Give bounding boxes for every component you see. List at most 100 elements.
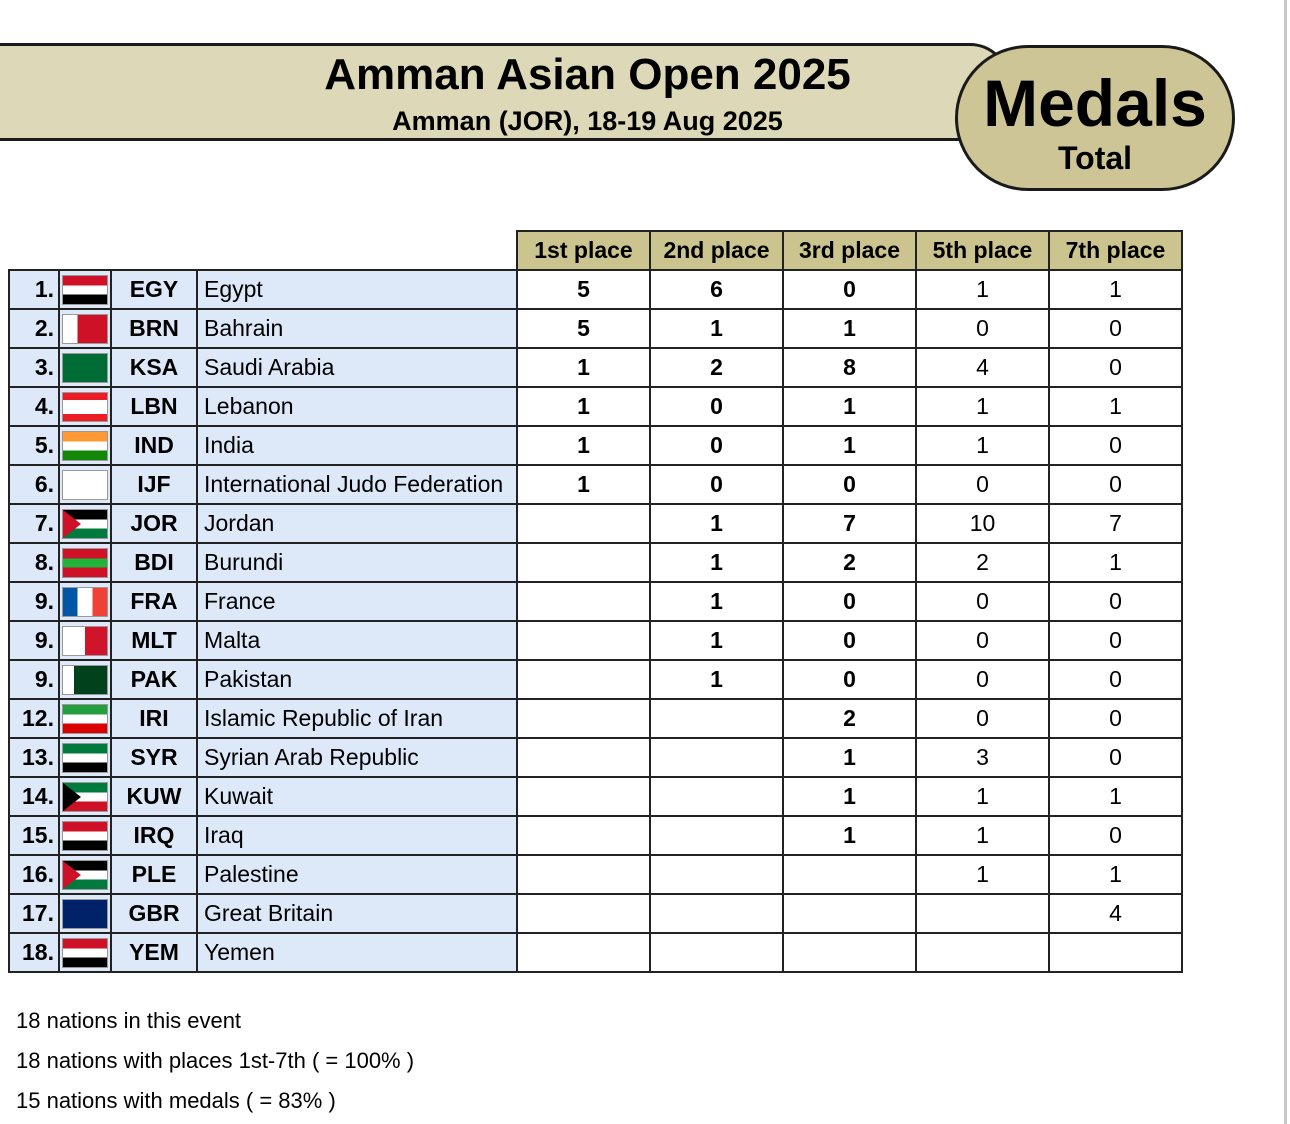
value-cell: 5: [516, 308, 651, 349]
value-cell: 1: [1048, 386, 1183, 427]
summary-line: 18 nations with places 1st-7th ( = 100% …: [16, 1048, 415, 1073]
table-row: 14. KUW Kuwait 1 1 1: [8, 776, 1183, 817]
value-cell: [782, 932, 917, 973]
value-cell: 1: [782, 425, 917, 466]
value-cell: 2: [649, 347, 784, 388]
flag-cell: [58, 464, 112, 505]
value-cell: 1: [915, 269, 1050, 310]
value-cell: [516, 737, 651, 778]
value-cell: 4: [915, 347, 1050, 388]
flag-cell: [58, 581, 112, 622]
value-cell: 1: [1048, 776, 1183, 817]
table-row: 2. BRN Bahrain 5 1 1 0 0: [8, 308, 1183, 349]
table-row: 4. LBN Lebanon 1 0 1 1 1: [8, 386, 1183, 427]
value-cell: 0: [915, 659, 1050, 700]
value-cell: [915, 893, 1050, 934]
nation-code: KSA: [110, 347, 198, 388]
value-cell: [516, 542, 651, 583]
value-cell: 1: [1048, 542, 1183, 583]
rank-cell: 4.: [8, 386, 60, 427]
flag-cell: [58, 386, 112, 427]
flag-icon: [62, 547, 108, 578]
value-cell: 1: [649, 308, 784, 349]
value-cell: 0: [1048, 698, 1183, 739]
nation-name: Egypt: [196, 269, 518, 310]
table-row: 9. MLT Malta 1 0 0 0: [8, 620, 1183, 661]
value-cell: 0: [649, 386, 784, 427]
value-cell: 0: [1048, 425, 1183, 466]
flag-cell: [58, 425, 112, 466]
value-cell: [649, 776, 784, 817]
rank-cell: 17.: [8, 893, 60, 934]
flag-icon: [62, 781, 108, 812]
nation-name: Syrian Arab Republic: [196, 737, 518, 778]
value-cell: 1: [915, 854, 1050, 895]
nation-name: Malta: [196, 620, 518, 661]
value-cell: [516, 620, 651, 661]
medals-badge: Medals Total: [955, 45, 1235, 191]
table-row: 17. GBR Great Britain 4: [8, 893, 1183, 934]
value-cell: 1: [649, 542, 784, 583]
rank-cell: 18.: [8, 932, 60, 973]
value-cell: 0: [782, 620, 917, 661]
flag-icon: [62, 859, 108, 890]
nation-name: Jordan: [196, 503, 518, 544]
table-row: 16. PLE Palestine 1 1: [8, 854, 1183, 895]
flag-cell: [58, 620, 112, 661]
flag-icon: [62, 430, 108, 461]
nation-code: IND: [110, 425, 198, 466]
value-cell: [516, 659, 651, 700]
value-cell: 1: [915, 815, 1050, 856]
nation-code: FRA: [110, 581, 198, 622]
value-cell: [1048, 932, 1183, 973]
value-cell: [516, 815, 651, 856]
nation-name: Burundi: [196, 542, 518, 583]
value-cell: 0: [649, 425, 784, 466]
rank-cell: 7.: [8, 503, 60, 544]
table-row: 9. FRA France 1 0 0 0: [8, 581, 1183, 622]
value-cell: 2: [915, 542, 1050, 583]
value-cell: 1: [516, 464, 651, 505]
rank-cell: 3.: [8, 347, 60, 388]
value-cell: [649, 698, 784, 739]
value-cell: 5: [516, 269, 651, 310]
nation-name: International Judo Federation: [196, 464, 518, 505]
nation-name: Lebanon: [196, 386, 518, 427]
rank-cell: 14.: [8, 776, 60, 817]
flag-icon: [62, 820, 108, 851]
column-header: 1st place: [516, 230, 651, 271]
rank-cell: 8.: [8, 542, 60, 583]
flag-cell: [58, 308, 112, 349]
flag-cell: [58, 932, 112, 973]
value-cell: 0: [1048, 659, 1183, 700]
nation-code: IRQ: [110, 815, 198, 856]
flag-triangle: [63, 860, 81, 889]
event-subtitle: Amman (JOR), 18-19 Aug 2025: [392, 106, 783, 136]
value-cell: [516, 776, 651, 817]
table-row: 3. KSA Saudi Arabia 1 2 8 4 0: [8, 347, 1183, 388]
flag-icon: [62, 391, 108, 422]
table-row: 1. EGY Egypt 5 6 0 1 1: [8, 269, 1183, 310]
value-cell: 0: [1048, 737, 1183, 778]
value-cell: 1: [1048, 269, 1183, 310]
value-cell: 0: [1048, 620, 1183, 661]
value-cell: 1: [782, 815, 917, 856]
value-cell: 1: [516, 425, 651, 466]
nation-code: YEM: [110, 932, 198, 973]
table-row: 13. SYR Syrian Arab Republic 1 3 0: [8, 737, 1183, 778]
nation-name: Iraq: [196, 815, 518, 856]
nation-name: Great Britain: [196, 893, 518, 934]
nation-code: IJF: [110, 464, 198, 505]
value-cell: 0: [915, 581, 1050, 622]
value-cell: 0: [1048, 581, 1183, 622]
value-cell: 1: [782, 308, 917, 349]
value-cell: 1: [516, 386, 651, 427]
value-cell: 1: [649, 659, 784, 700]
flag-cell: [58, 854, 112, 895]
rank-cell: 2.: [8, 308, 60, 349]
flag-icon: [62, 313, 108, 344]
rank-cell: 16.: [8, 854, 60, 895]
flag-icon: [62, 742, 108, 773]
value-cell: 1: [782, 776, 917, 817]
value-cell: 0: [782, 464, 917, 505]
